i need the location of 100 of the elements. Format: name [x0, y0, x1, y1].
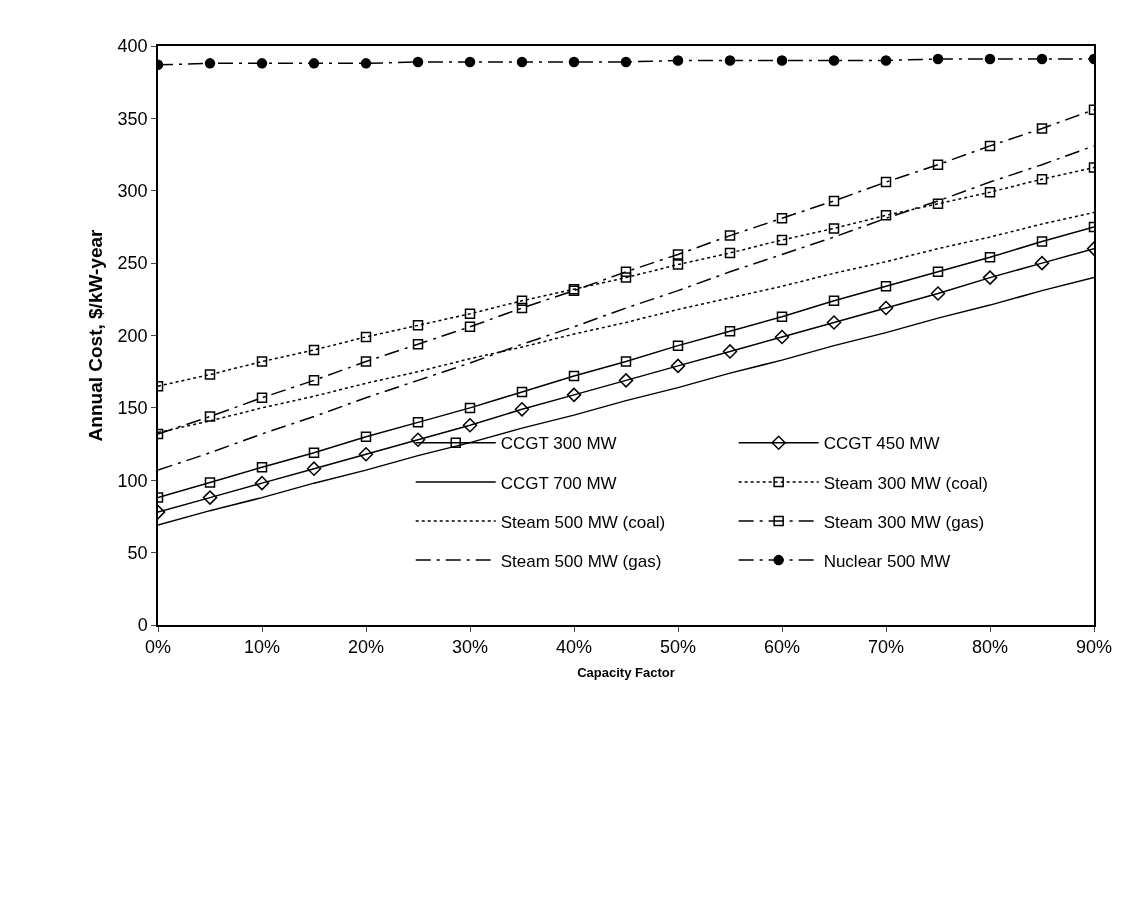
point	[982, 270, 998, 285]
y-tick-label: 50	[127, 542, 148, 563]
point	[464, 308, 476, 320]
point	[410, 432, 426, 447]
point	[516, 295, 528, 307]
point	[464, 56, 476, 68]
point	[464, 321, 476, 333]
point	[514, 402, 530, 417]
point	[880, 281, 892, 292]
point	[204, 369, 216, 380]
point	[568, 56, 580, 68]
point	[932, 198, 944, 210]
point	[256, 58, 268, 69]
point	[828, 223, 840, 234]
legend-label: Steam 300 MW (coal)	[823, 473, 989, 493]
point	[254, 475, 270, 491]
point	[1034, 255, 1050, 271]
point	[1036, 236, 1048, 247]
point	[358, 446, 374, 462]
y-axis-title: Annual Cost, $/kW-year	[84, 228, 106, 442]
point	[776, 213, 788, 224]
x-tick-label: 30%	[451, 637, 489, 658]
point	[724, 247, 736, 259]
point	[826, 315, 842, 330]
y-tick-label: 350	[117, 108, 148, 129]
point	[412, 56, 424, 68]
point	[204, 411, 216, 422]
point	[724, 325, 736, 337]
y-tick-label: 100	[117, 470, 148, 491]
point	[620, 356, 632, 367]
y-tick-label: 150	[117, 398, 148, 419]
legend-label: Steam 500 MW (coal)	[500, 512, 666, 532]
point	[462, 418, 478, 433]
point	[308, 375, 320, 386]
legend-label: CCGT 300 MW	[500, 434, 617, 454]
point	[878, 300, 894, 316]
point	[412, 338, 424, 350]
point	[1036, 53, 1048, 65]
point	[256, 461, 268, 473]
point	[984, 252, 996, 263]
point	[930, 286, 946, 301]
point	[360, 58, 372, 69]
x-tick-label: 80%	[971, 637, 1009, 658]
point	[932, 159, 944, 170]
y-tick-label: 200	[117, 325, 148, 346]
point	[306, 461, 322, 476]
point	[204, 477, 216, 488]
point	[516, 386, 528, 398]
point	[776, 55, 788, 66]
x-tick-label: 70%	[867, 637, 905, 658]
y-tick-label: 300	[117, 181, 148, 202]
point	[880, 176, 892, 188]
legend-label: Steam 500 MW (gas)	[500, 551, 662, 571]
point	[620, 266, 632, 278]
point	[516, 56, 528, 68]
point	[464, 402, 476, 414]
point	[724, 55, 736, 66]
point	[880, 210, 892, 221]
legend-label: Steam 300 MW (gas)	[823, 512, 985, 532]
point	[620, 56, 632, 68]
point	[828, 295, 840, 307]
point	[774, 329, 790, 345]
x-tick-label: 0%	[144, 637, 172, 658]
point	[724, 230, 736, 241]
point	[412, 417, 424, 428]
point	[672, 55, 684, 66]
point	[776, 234, 788, 246]
point	[984, 186, 996, 198]
point	[1036, 173, 1048, 185]
y-tick-label: 0	[137, 615, 148, 636]
point	[360, 431, 372, 443]
point	[828, 55, 840, 66]
point	[566, 387, 582, 403]
point	[204, 58, 216, 69]
point	[308, 344, 320, 356]
point	[932, 53, 944, 65]
point	[202, 490, 218, 505]
point	[670, 358, 686, 374]
point	[880, 55, 892, 66]
point	[516, 302, 528, 314]
point	[360, 356, 372, 367]
legend-label: CCGT 450 MW	[823, 434, 940, 454]
y-tick-label: 400	[117, 36, 148, 57]
x-tick-label: 20%	[347, 637, 385, 658]
point	[672, 259, 684, 270]
x-tick-label: 10%	[243, 637, 281, 658]
x-axis-title: Capacity Factor	[577, 665, 675, 681]
point	[412, 320, 424, 331]
legend-label: Nuclear 500 MW	[823, 551, 951, 571]
point	[984, 53, 996, 65]
x-tick-label: 50%	[659, 637, 697, 658]
point	[620, 272, 632, 283]
legend-label: CCGT 700 MW	[500, 473, 617, 493]
point	[828, 195, 840, 207]
point	[308, 447, 320, 458]
point	[618, 373, 634, 388]
point	[984, 140, 996, 152]
x-tick-label: 90%	[1075, 637, 1113, 658]
point	[1036, 123, 1048, 134]
x-tick-label: 60%	[763, 637, 801, 658]
